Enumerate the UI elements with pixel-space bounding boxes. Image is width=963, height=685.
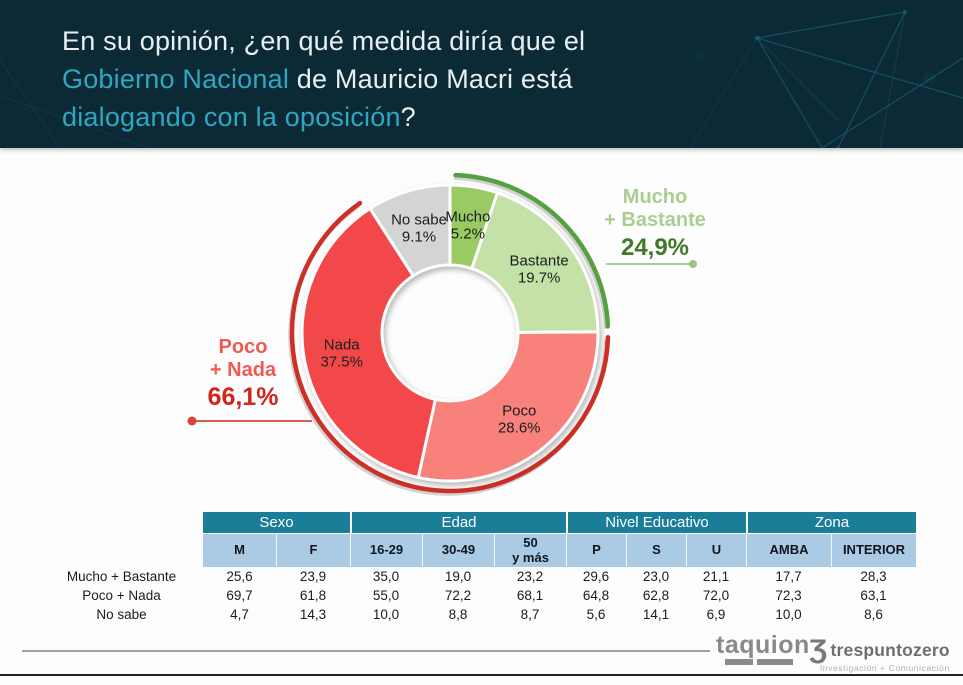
table-row-label: No sabe: [96, 607, 147, 622]
header-banner: En su opinión, ¿en qué medida diría que …: [0, 0, 963, 148]
table-cell: 17,7: [775, 569, 802, 584]
table-cell: 69,7: [226, 588, 253, 603]
table-col-header: F: [276, 534, 350, 567]
table-group-header-nivel-educativo: Nivel Educativo: [566, 512, 746, 534]
table-cell: 4,7: [230, 607, 249, 622]
slide-bottom-border: [0, 674, 963, 676]
donut-slice-no-sabe: [368, 183, 452, 278]
table-cell: 5,6: [586, 607, 606, 622]
table-col-header: M: [203, 534, 276, 567]
table-cell: 14,3: [299, 607, 327, 622]
table-col-header: S: [626, 534, 686, 567]
donut-slices: [300, 183, 600, 483]
table-cell: 10,0: [775, 607, 802, 622]
table-cell: 61,8: [299, 588, 327, 603]
title-line-3: dialogando con la oposición?: [62, 102, 416, 132]
table-cell: 25,6: [226, 569, 253, 584]
table-col-header: U: [686, 534, 746, 567]
callout-label: + Nada: [209, 359, 277, 381]
plexus-network-decoration: [0, 10, 963, 148]
table-group-header-sexo: Sexo: [203, 512, 350, 534]
taquion-logo-text: taquion: [716, 631, 810, 659]
table-cell: 14,1: [642, 607, 670, 622]
demographics-table: Sexo Edad Nivel Educativo Zona M F 16-29 30-49 5…: [40, 512, 918, 624]
table-group-header-edad: Edad: [350, 512, 566, 534]
callout-leader-dot: [187, 416, 197, 426]
title-line-1: En su opinión, ¿en qué medida diría que …: [62, 26, 586, 56]
table-col-header: AMBA: [746, 534, 831, 567]
donut-slice-bastante: [470, 191, 600, 334]
table-cell: 23,2: [516, 569, 544, 584]
callout-label: Poco: [218, 336, 268, 358]
trespuntozero-logo-text: trespuntozero: [830, 640, 950, 660]
table-cell: 62,8: [642, 588, 670, 603]
table-cell: 55,0: [372, 588, 400, 603]
table-cell: 8,8: [448, 607, 468, 622]
table-corner-spacer: [40, 512, 203, 534]
table-col-header: 30-49: [422, 534, 494, 567]
table-cell: 72,0: [702, 588, 730, 603]
donut-chart: Mucho 5.2% Bastante 19.7% Poco 28.6% Nada 37.5%…: [187, 172, 697, 496]
table-row-label: Poco + Nada: [82, 588, 161, 603]
aggregate-arc-mucho: [453, 172, 611, 329]
callout-label: + Bastante: [604, 209, 706, 231]
table-col-header: P: [566, 534, 626, 567]
taquion-tagline-bar: [757, 659, 793, 665]
footer-divider-line: [22, 650, 710, 652]
callout-leader-dot: [689, 260, 697, 268]
table-cell: 23,0: [642, 569, 670, 584]
table-cell: 72,3: [775, 588, 802, 603]
table-corner-spacer: [40, 534, 203, 567]
table-group-header-zona: Zona: [746, 512, 916, 534]
title-line-2: Gobierno Nacional de Mauricio Macri está: [62, 64, 573, 94]
aggregate-arc-poco: [289, 200, 611, 494]
slice-label-poco: Poco 28.6%: [498, 402, 541, 436]
trespuntozero-logo: Ʒ trespuntozero Investigación + Comunica…: [809, 634, 950, 674]
callout-mucho-bastante: Mucho + Bastante 24,9%: [593, 186, 717, 261]
table-cell: 63,1: [860, 588, 887, 603]
callout-label: Mucho: [622, 186, 688, 208]
table-cell: 8,6: [864, 607, 883, 622]
table-col-header: INTERIOR: [831, 534, 916, 567]
table-cell: 28,3: [860, 569, 887, 584]
slice-label-nada: Nada 37.5%: [320, 336, 363, 370]
taquion-logo: taquion: [716, 631, 810, 665]
page-title: En su opinión, ¿en qué medida diría que …: [62, 22, 585, 136]
table-cell: 23,9: [299, 569, 327, 584]
table-cell: 72,2: [444, 588, 472, 603]
table-cell: 35,0: [372, 569, 400, 584]
table-col-header: 16-29: [350, 534, 422, 567]
trespuntozero-3-glyph: Ʒ: [809, 634, 828, 664]
table-cell: 19,0: [444, 569, 472, 584]
trespuntozero-tagline: Investigación + Comunicación: [819, 663, 950, 673]
slice-label-mucho: Mucho 5.2%: [445, 208, 490, 242]
table-cell: 21,1: [702, 569, 730, 584]
table-cell: 64,8: [582, 588, 610, 603]
callout-value: 66,1%: [207, 383, 279, 411]
donut-slice-poco: [416, 330, 600, 483]
table-cell: 8,7: [520, 607, 540, 622]
table-cell: 68,1: [516, 588, 544, 603]
table-cell: 10,0: [372, 607, 400, 622]
taquion-tagline-bars: [725, 659, 802, 665]
donut-slice-nada: [300, 206, 437, 480]
table-cell: 29,6: [582, 569, 610, 584]
table-cell: 6,9: [706, 607, 726, 622]
callout-poco-nada: Poco + Nada 66,1%: [178, 336, 308, 411]
table-row-label: Mucho + Bastante: [66, 569, 177, 584]
callout-value: 24,9%: [620, 234, 690, 261]
table-col-header: 50 y más: [494, 534, 566, 567]
taquion-tagline-bar: [725, 659, 753, 665]
slice-label-no-sabe: No sabe 9.1%: [391, 211, 447, 245]
slice-label-bastante: Bastante 19.7%: [510, 253, 569, 287]
